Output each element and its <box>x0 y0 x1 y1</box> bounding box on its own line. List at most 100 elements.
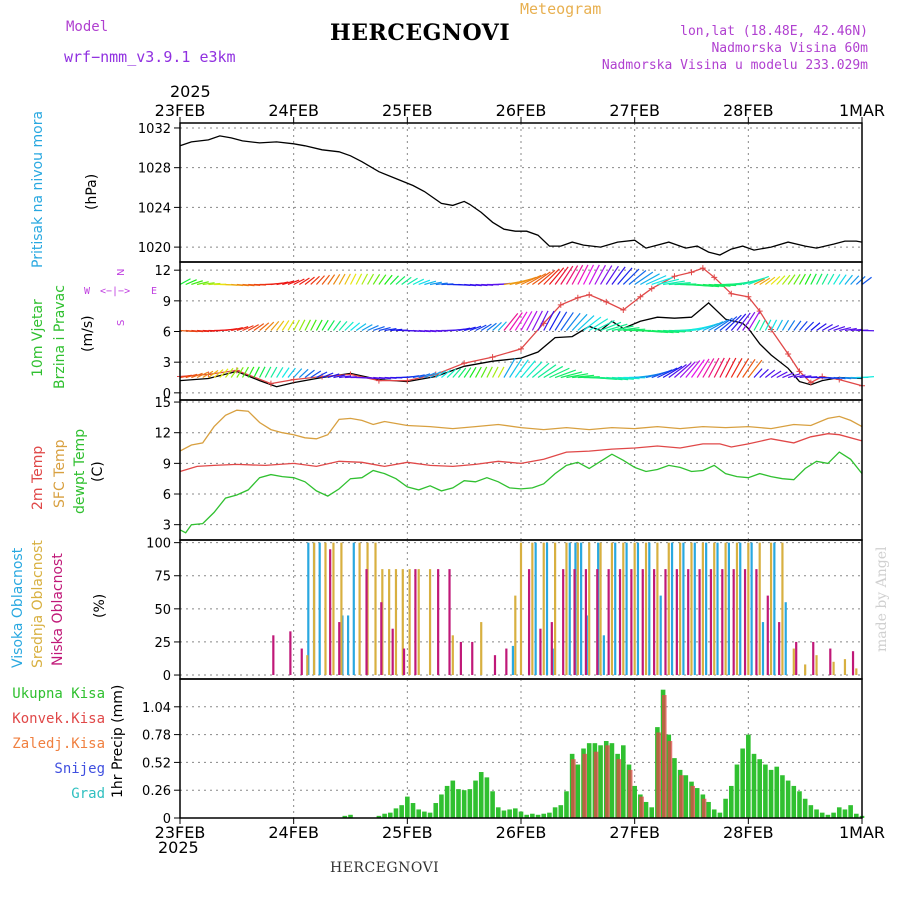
wind-arrow <box>509 312 523 331</box>
bar-cloud-srednja-oblacnost <box>815 655 818 676</box>
wind-arrow <box>509 358 523 378</box>
wind-arrow <box>349 273 357 285</box>
wind-arrow <box>804 321 815 331</box>
bar-precip-ukupna-kisa <box>586 743 592 818</box>
bar-cloud-srednja-oblacnost <box>358 542 361 676</box>
bar-precip-ukupna-kisa <box>717 812 723 818</box>
wind-arrow <box>327 274 336 285</box>
wind-arrow <box>264 321 275 331</box>
bar-cloud-srednja-oblacnost <box>417 569 420 676</box>
bar-precip-ukupna-kisa <box>734 764 740 818</box>
bar-cloud-visoka-oblacnost <box>682 542 685 676</box>
bar-cloud-srednja-oblacnost <box>667 542 670 676</box>
bar-cloud-srednja-oblacnost <box>701 542 704 676</box>
wind-arrow <box>327 320 335 331</box>
gust-marker <box>267 380 274 387</box>
ytick-label-temperature: 6 <box>163 488 171 503</box>
bar-cloud-srednja-oblacnost <box>451 635 454 676</box>
bar-cloud-niska-oblacnost <box>402 648 406 676</box>
bar-cloud-niska-oblacnost <box>414 569 417 676</box>
bar-cloud-niska-oblacnost <box>289 631 292 676</box>
series-line-temperature-sfc-temp <box>179 409 863 452</box>
bar-cloud-niska-oblacnost <box>829 648 832 676</box>
xtick-label-bottom: 24FEB <box>268 823 319 842</box>
wind-arrow <box>514 359 529 378</box>
wind-arrow <box>503 312 519 331</box>
bar-cloud-niska-oblacnost <box>562 569 565 676</box>
bar-cloud-srednja-oblacnost <box>428 569 432 676</box>
wind-arrow <box>702 358 715 378</box>
wind-arrow <box>844 274 853 285</box>
chart-title: HERCEGNOVI <box>330 20 511 46</box>
wind-arrow <box>492 322 502 331</box>
bar-cloud-niska-oblacnost <box>630 569 633 676</box>
wind-arrow <box>799 375 812 379</box>
wind-arrow <box>293 319 300 331</box>
wind-arrow <box>543 310 555 331</box>
legend-total-precip: Ukupna Kisa <box>12 686 105 702</box>
ytick-label-cloud: 25 <box>154 636 171 651</box>
wind-arrow <box>361 273 369 285</box>
wind-arrow <box>395 276 406 285</box>
wind-arrow <box>236 367 244 378</box>
bar-precip-ukupna-kisa <box>387 812 393 818</box>
bar-cloud-visoka-oblacnost <box>347 615 350 676</box>
wind-arrow <box>816 323 827 331</box>
bar-cloud-visoka-oblacnost <box>625 542 628 676</box>
wind-arrow <box>651 329 674 334</box>
bar-cloud-niska-oblacnost <box>653 569 656 676</box>
bar-precip-ukupna-kisa <box>541 813 547 818</box>
wind-arrow <box>213 369 224 378</box>
wind-arrow <box>730 358 743 378</box>
wind-arrow <box>844 327 857 332</box>
bar-cloud-srednja-oblacnost <box>565 542 568 676</box>
bar-cloud-srednja-oblacnost <box>313 542 316 676</box>
wind-arrow <box>281 320 290 331</box>
wind-arrow <box>577 264 589 285</box>
bar-cloud-visoka-oblacnost <box>773 542 776 676</box>
bar-cloud-srednja-oblacnost <box>374 542 377 676</box>
bar-cloud-niska-oblacnost <box>493 655 497 676</box>
wind-arrow <box>412 374 425 379</box>
bar-precip-ukupna-kisa <box>854 813 859 818</box>
wind-arrow <box>628 270 647 285</box>
bar-precip-konvek-kisa <box>690 785 695 818</box>
bar-precip-ukupna-kisa <box>746 734 751 818</box>
wind-arrow <box>606 323 628 332</box>
wind-arrow <box>315 319 323 331</box>
wind-arrow <box>730 313 747 331</box>
wind-arrow <box>475 324 487 332</box>
ytick-label-precip: 0.78 <box>142 729 171 744</box>
bar-cloud-niska-oblacnost <box>812 641 815 676</box>
ytick-label-pressure: 1028 <box>138 162 171 177</box>
bar-precip-ukupna-kisa <box>342 815 348 818</box>
bar-precip-ukupna-kisa <box>706 801 711 818</box>
bar-cloud-srednja-oblacnost <box>519 542 523 676</box>
xtick-label-top: 1MAR <box>839 101 885 120</box>
wind-arrow <box>281 367 290 378</box>
bar-cloud-visoka-oblacnost <box>636 542 640 676</box>
wind-arrow <box>588 318 609 331</box>
bar-cloud-visoka-oblacnost <box>307 542 310 676</box>
wind-arrow <box>588 264 600 285</box>
wind-arrow <box>651 276 673 286</box>
bar-precip-konvek-kisa <box>627 769 633 818</box>
bar-precip-ukupna-kisa <box>410 803 416 818</box>
xtick-label-top: 28FEB <box>723 101 774 120</box>
wind-arrow <box>850 275 860 285</box>
wind-arrow <box>202 282 215 286</box>
bar-cloud-srednja-oblacnost <box>610 542 614 676</box>
wind-arrow <box>600 265 613 285</box>
ytick-label-pressure: 1032 <box>138 122 171 137</box>
wind-arrow <box>560 371 583 379</box>
wind-arrow <box>747 359 763 378</box>
bar-precip-ukupna-kisa <box>728 785 734 818</box>
bar-cloud-niska-oblacnost <box>391 628 394 676</box>
legend-freezing-precip: Zaledj.Kisa <box>12 736 105 752</box>
wind-arrow <box>287 319 295 331</box>
wind-arrow <box>548 311 561 331</box>
gust-marker <box>728 290 735 297</box>
wind-arrow <box>736 358 749 378</box>
wind-arrow <box>770 275 781 285</box>
wind-arrow <box>310 275 320 285</box>
